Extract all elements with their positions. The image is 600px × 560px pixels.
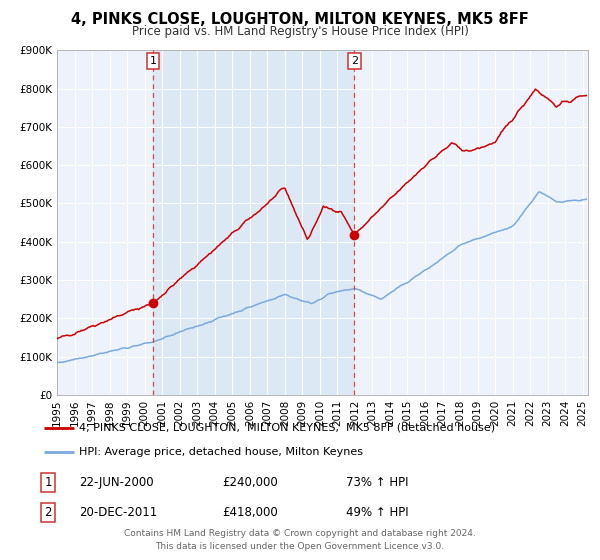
Text: 4, PINKS CLOSE, LOUGHTON, MILTON KEYNES, MK5 8FF: 4, PINKS CLOSE, LOUGHTON, MILTON KEYNES,…	[71, 12, 529, 27]
Text: 49% ↑ HPI: 49% ↑ HPI	[346, 506, 409, 519]
Text: Price paid vs. HM Land Registry's House Price Index (HPI): Price paid vs. HM Land Registry's House …	[131, 25, 469, 38]
Text: 1: 1	[44, 476, 52, 489]
Text: HPI: Average price, detached house, Milton Keynes: HPI: Average price, detached house, Milt…	[79, 446, 363, 456]
Text: £418,000: £418,000	[222, 506, 278, 519]
Bar	[153, 50, 355, 395]
Text: 4, PINKS CLOSE, LOUGHTON,  MILTON KEYNES,  MK5 8FF (detached house): 4, PINKS CLOSE, LOUGHTON, MILTON KEYNES,…	[79, 423, 495, 433]
Text: 2: 2	[44, 506, 52, 519]
Text: 2: 2	[351, 56, 358, 66]
Text: £240,000: £240,000	[222, 476, 278, 489]
Text: 73% ↑ HPI: 73% ↑ HPI	[346, 476, 409, 489]
Text: 20-DEC-2011: 20-DEC-2011	[79, 506, 157, 519]
Text: 22-JUN-2000: 22-JUN-2000	[79, 476, 154, 489]
Text: Contains HM Land Registry data © Crown copyright and database right 2024.
This d: Contains HM Land Registry data © Crown c…	[124, 529, 476, 550]
Text: 1: 1	[149, 56, 157, 66]
